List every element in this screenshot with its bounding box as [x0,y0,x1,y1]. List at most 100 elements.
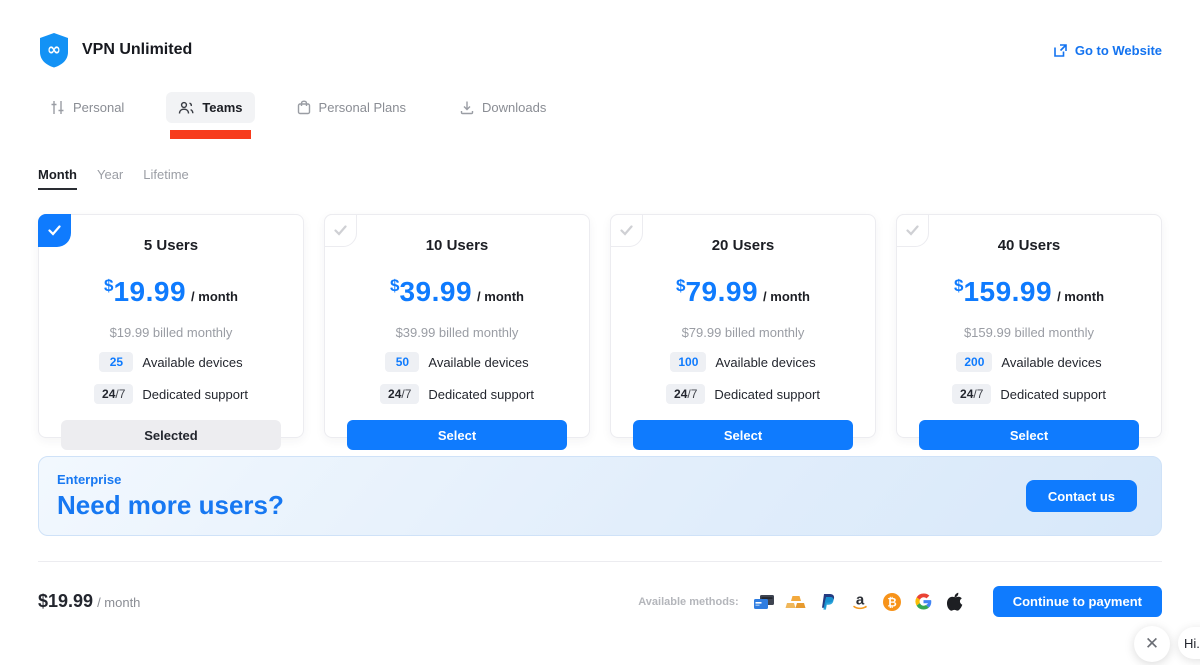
nav-tab-label: Downloads [482,100,547,115]
go-to-website-label: Go to Website [1074,42,1162,58]
price-currency: $ [104,276,114,295]
plan-title: 40 Users [997,237,1061,254]
plan-select-button[interactable]: Select [919,420,1139,450]
support-feature: 24/7 Dedicated support [325,384,589,404]
billed-text: $79.99 billed monthly [681,325,805,340]
billed-text: $159.99 billed monthly [963,325,1095,340]
plan-card-10-users: 10 Users $39.99 / month $39.99 billed mon… [324,214,590,450]
contact-us-button[interactable]: Contact us [1025,480,1137,512]
price-currency: $ [390,276,400,295]
price-value: 79.99 [685,276,759,307]
price-value: 19.99 [113,276,187,307]
plan-checkbox[interactable] [896,214,929,247]
support-feature: 24/7 Dedicated support [897,384,1161,404]
bitcoin-icon: ₿ [881,592,903,612]
plan-cards: 5 Users $19.99 / month $19.99 billed mont… [38,214,1162,450]
footer-divider [38,561,1162,562]
check-icon [620,225,633,236]
support-feature: 24/7 Dedicated support [611,384,875,404]
go-to-website-link[interactable]: Go to Website [1053,43,1162,58]
devices-badge: 200 [964,355,985,369]
apple-icon [945,592,967,612]
svg-text:∞: ∞ [47,40,61,60]
support-badge: 24 [102,387,116,401]
check-icon [334,225,347,236]
credit-cards-icon [753,592,775,612]
people-icon [179,101,194,114]
footer-price-value: $19.99 [38,591,94,611]
support-badge: 24 [388,387,402,401]
nav-tab-personal-plans[interactable]: Personal Plans [285,92,418,123]
check-icon [906,225,919,236]
plan-checkbox[interactable] [324,214,357,247]
bag-icon [297,100,310,115]
enterprise-banner: Enterprise Need more users? Contact us [38,456,1162,536]
svg-text:a: a [856,592,865,609]
plan-title: 10 Users [425,237,489,254]
close-icon: ✕ [1144,634,1160,653]
period-tab-lifetime[interactable]: Lifetime [143,167,189,182]
billed-text: $19.99 billed monthly [109,325,233,340]
google-icon [913,592,935,612]
price-period: / month [1057,289,1105,304]
footer-price-period: / month [97,595,141,610]
price-period: / month [763,289,810,304]
plan-select-button[interactable]: Select [347,420,567,450]
nav-tab-label: Personal Plans [318,100,406,115]
support-label: Dedicated support [714,386,820,402]
support-label: Dedicated support [1000,386,1106,402]
support-label: Dedicated support [428,386,534,402]
devices-label: Available devices [142,354,243,370]
plan-selected-button[interactable]: Selected [61,420,281,450]
gold-bars-icon [785,592,807,612]
price-value: 39.99 [399,276,473,307]
continue-to-payment-button[interactable]: Continue to payment [992,586,1162,617]
nav-tab-teams[interactable]: Teams [166,92,255,139]
price-period: / month [477,289,524,304]
header: ∞ VPN Unlimited Go to Website [38,0,1162,68]
chat-greeting-bubble[interactable]: Hi. [1178,627,1200,659]
chat-greeting-text: Hi. [1184,635,1200,651]
brand: ∞ VPN Unlimited [38,32,192,68]
sliders-icon [51,101,64,114]
check-icon [48,225,61,236]
svg-text:₿: ₿ [887,595,896,609]
period-tab-year[interactable]: Year [96,167,124,182]
devices-feature: 200 Available devices [897,352,1161,372]
brand-name: VPN Unlimited [82,41,193,58]
nav-tab-label: Personal [73,100,125,115]
devices-badge: 50 [395,355,410,369]
price-currency: $ [953,276,964,295]
plan-checkbox[interactable] [38,214,71,247]
plan-title: 5 Users [143,237,199,254]
chat-close-button[interactable]: ✕ [1134,626,1170,662]
plan-card-5-users: 5 Users $19.99 / month $19.99 billed mont… [38,214,304,450]
plan-title: 20 Users [711,237,775,254]
plan-checkbox[interactable] [610,214,643,247]
period-tab-month[interactable]: Month [38,167,77,190]
download-icon [460,101,474,115]
nav-tab-personal[interactable]: Personal [38,92,136,123]
support-badge: 24 [674,387,688,401]
period-tabs: Month Year Lifetime [38,167,1162,190]
available-methods-label: Available methods: [638,595,739,608]
footer-payment-area: Available methods: [638,586,1162,617]
devices-label: Available devices [715,354,816,370]
plan-price: $19.99 / month [39,276,303,308]
plan-select-button[interactable]: Select [633,420,853,450]
enterprise-title: Need more users? [57,489,284,520]
devices-label: Available devices [428,354,529,370]
nav-tab-downloads[interactable]: Downloads [448,92,558,123]
payment-methods: a ₿ [753,592,967,612]
billed-text: $39.99 billed monthly [395,325,519,340]
plan-price: $39.99 / month [325,276,589,308]
devices-badge: 25 [109,355,124,369]
price-period: / month [191,289,238,304]
enterprise-eyebrow: Enterprise [57,471,122,487]
devices-feature: 25 Available devices [39,352,303,372]
support-badge: 24 [960,387,974,401]
paypal-icon [817,592,839,612]
price-currency: $ [676,276,686,295]
external-link-icon [1054,43,1067,57]
plan-price: $79.99 / month [611,276,875,308]
